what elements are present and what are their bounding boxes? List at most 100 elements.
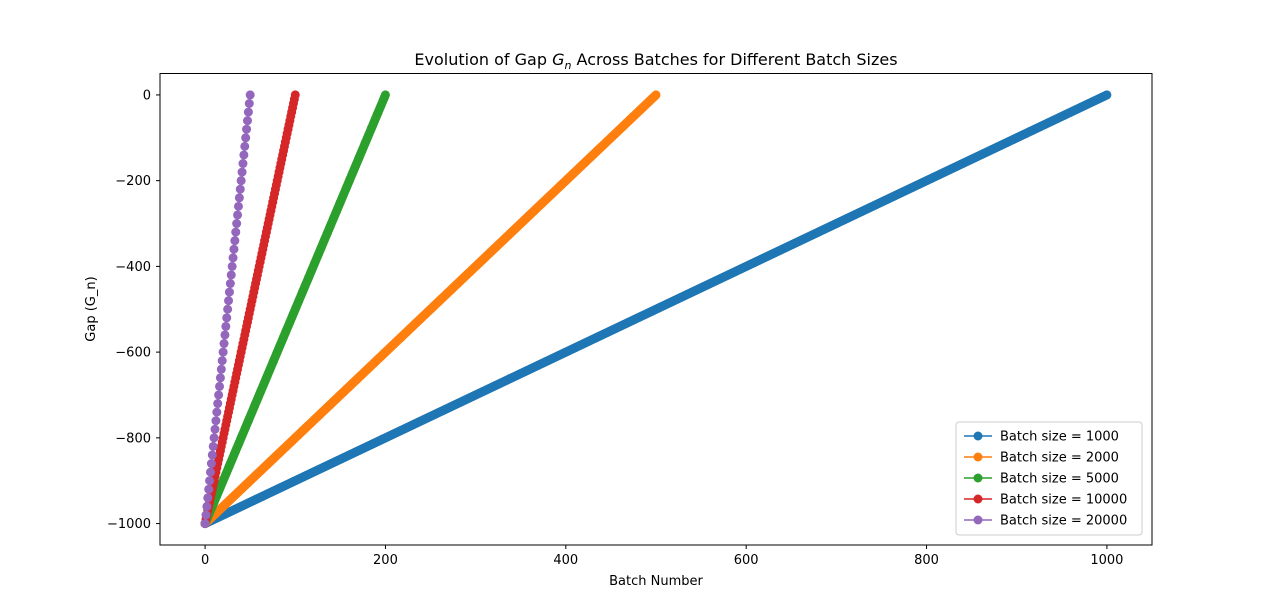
data-point (230, 236, 240, 246)
legend-label: Batch size = 2000 (1000, 451, 1119, 466)
data-point (201, 510, 211, 520)
y-tick-label: −800 (115, 431, 151, 446)
data-point (213, 399, 223, 409)
data-point (380, 90, 390, 100)
data-point (223, 304, 233, 314)
data-point (232, 219, 242, 229)
data-point (224, 287, 234, 297)
x-axis-label: Batch Number (609, 574, 703, 589)
y-tick-label: −600 (115, 346, 151, 361)
series-markers (200, 90, 1112, 529)
data-point (241, 133, 251, 143)
data-point (204, 484, 214, 494)
data-point (222, 313, 232, 323)
data-point (651, 90, 661, 100)
data-point (228, 253, 238, 263)
y-tick-label: −400 (115, 260, 151, 275)
data-point (208, 441, 218, 451)
legend-marker (973, 452, 983, 462)
data-point (200, 519, 210, 529)
legend-marker (973, 494, 983, 504)
legend-item: Batch size = 5000 (964, 472, 1119, 487)
data-point (1102, 90, 1112, 100)
x-tick-label: 0 (201, 553, 209, 568)
legend-marker (973, 515, 983, 525)
data-point (244, 99, 254, 108)
plot-frame (159, 73, 1153, 546)
series-markers (200, 90, 300, 529)
data-point (233, 210, 243, 220)
data-point (207, 450, 217, 460)
data-point (214, 390, 224, 400)
series-3 (200, 90, 390, 529)
x-tick-label: 800 (914, 553, 939, 568)
data-point (219, 339, 229, 349)
data-point (215, 373, 225, 383)
y-tick-label: 0 (143, 88, 151, 103)
data-point (217, 356, 227, 366)
data-point (211, 416, 221, 426)
data-point (215, 381, 225, 391)
legend-label: Batch size = 10000 (1000, 493, 1127, 508)
series-1 (200, 90, 1112, 529)
legend-label: Batch size = 5000 (1000, 472, 1119, 487)
legend-label: Batch size = 1000 (1000, 430, 1119, 445)
data-point (235, 184, 245, 194)
chart-title: Evolution of Gap Gn Across Batches for D… (414, 50, 897, 72)
series-layer (200, 90, 1112, 529)
data-point (205, 476, 215, 486)
series-4 (200, 90, 300, 529)
data-point (212, 407, 222, 417)
data-point (231, 227, 241, 237)
y-axis-label: Gap (G_n) (84, 276, 99, 341)
legend-item: Batch size = 1000 (964, 430, 1119, 445)
data-point (236, 176, 246, 186)
legend-item: Batch size = 20000 (964, 514, 1127, 529)
data-point (225, 279, 235, 289)
data-point (227, 261, 237, 271)
data-point (203, 493, 213, 503)
x-tick-label: 400 (553, 553, 578, 568)
y-tick-label: −200 (115, 174, 151, 189)
x-tick-label: 1000 (1090, 553, 1123, 568)
legend-marker (973, 473, 983, 483)
legend-box (955, 421, 1143, 536)
legend: Batch size = 1000 Batch size = 2000 Batch … (955, 421, 1143, 536)
data-point (224, 296, 234, 306)
data-point (238, 159, 248, 169)
y-axis-ticks: 0 −200 −400 −600 −800 −1000 (107, 88, 160, 532)
data-point (202, 501, 212, 511)
data-point (239, 150, 249, 160)
legend-item: Batch size = 2000 (964, 451, 1119, 466)
data-point (206, 467, 215, 477)
legend-label: Batch size = 20000 (1000, 514, 1127, 529)
series-5 (200, 90, 255, 529)
data-point (209, 433, 219, 443)
legend-marker (973, 431, 983, 441)
data-point (245, 90, 255, 100)
x-tick-label: 600 (734, 553, 759, 568)
legend-item: Batch size = 10000 (964, 493, 1127, 508)
series-2 (200, 90, 661, 529)
data-point (290, 90, 300, 100)
data-point (210, 424, 220, 434)
data-point (240, 141, 250, 151)
data-point (226, 270, 236, 280)
series-markers (200, 90, 390, 529)
data-point (243, 107, 253, 117)
data-point (206, 459, 216, 469)
series-markers (200, 90, 255, 529)
y-tick-label: −1000 (107, 517, 151, 532)
data-point (229, 244, 239, 254)
data-point (242, 116, 252, 126)
data-point (233, 201, 243, 211)
data-point (221, 321, 231, 331)
data-point (218, 347, 228, 357)
data-point (234, 193, 244, 203)
data-point (220, 330, 230, 340)
data-point (237, 167, 247, 177)
data-point (242, 124, 252, 134)
x-axis-ticks: 0 200 400 600 800 1000 (201, 545, 1123, 568)
x-tick-label: 200 (373, 553, 398, 568)
